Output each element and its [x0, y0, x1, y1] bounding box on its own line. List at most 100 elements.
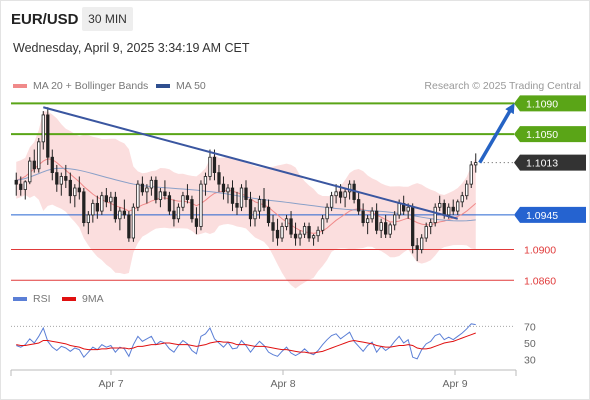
- candle-body: [140, 183, 145, 193]
- candle: [262, 188, 266, 212]
- candle-body: [302, 226, 307, 235]
- candle: [460, 191, 464, 208]
- candle-body: [32, 160, 36, 170]
- candle-body: [253, 210, 257, 220]
- candle: [316, 226, 320, 242]
- candle: [212, 149, 217, 181]
- candle-body: [356, 199, 361, 212]
- candle-body: [23, 181, 27, 190]
- candle-body: [59, 176, 63, 185]
- candle: [145, 184, 149, 204]
- level-label-1.0900: 1.0900: [524, 245, 556, 257]
- candle-body: [239, 187, 244, 208]
- candle: [302, 222, 307, 238]
- candle: [91, 199, 95, 223]
- candle: [95, 195, 99, 219]
- candle: [131, 203, 136, 242]
- candle: [248, 191, 253, 227]
- candle: [474, 153, 478, 173]
- candle: [388, 222, 392, 238]
- candle: [384, 214, 388, 238]
- legend-ma50-swatch: [156, 84, 170, 88]
- candle: [343, 188, 347, 208]
- candle: [266, 199, 271, 227]
- candle: [46, 107, 50, 165]
- candle-body: [212, 156, 217, 174]
- level-label-1.0860: 1.0860: [524, 275, 556, 287]
- candle-body: [217, 172, 221, 185]
- legend-rsi-ma-swatch: [62, 297, 76, 301]
- candle-body: [149, 179, 154, 189]
- candle-body: [311, 235, 316, 239]
- candle-body: [415, 245, 419, 250]
- legend-ma20-bollinger: MA 20 + Bollinger Bands: [13, 80, 148, 92]
- candle: [109, 191, 113, 212]
- candle: [379, 218, 383, 238]
- candle: [37, 138, 41, 173]
- candle-body: [73, 187, 77, 197]
- candle: [59, 172, 63, 196]
- candle-body: [460, 195, 464, 203]
- candle: [329, 191, 334, 212]
- candle-body: [361, 210, 365, 224]
- candle: [244, 180, 248, 208]
- candle: [167, 191, 172, 215]
- level-label-1.1090: 1.1090: [526, 98, 558, 110]
- timeframe-button[interactable]: 30 MIN: [82, 7, 133, 31]
- candle-body: [343, 191, 347, 198]
- candle: [55, 164, 59, 192]
- candle: [469, 161, 473, 188]
- candle: [271, 214, 275, 242]
- candle: [190, 195, 194, 223]
- candle: [68, 172, 72, 204]
- candle: [199, 180, 203, 231]
- legend-rsi: RSI: [13, 293, 51, 305]
- candle-body: [221, 183, 226, 193]
- candle: [375, 203, 379, 235]
- level-tag-1.1090: [514, 95, 586, 112]
- candle-body: [438, 202, 442, 208]
- candle-body: [109, 196, 113, 203]
- candle: [429, 218, 433, 235]
- candle-body: [118, 210, 122, 220]
- candle-body: [19, 183, 23, 190]
- x-tick-Apr 8: Apr 8: [270, 378, 295, 390]
- candle: [127, 211, 131, 242]
- candle-body: [203, 176, 208, 185]
- legend-rsi-swatch: [13, 297, 27, 301]
- candle-body: [334, 191, 338, 197]
- candle: [456, 199, 460, 215]
- candle-body: [77, 187, 81, 193]
- candle: [113, 191, 117, 223]
- candle-body: [82, 191, 86, 224]
- candle: [451, 199, 455, 215]
- candle: [194, 207, 199, 235]
- candle-body: [86, 214, 90, 224]
- candle: [32, 149, 36, 173]
- candle-body: [68, 179, 72, 197]
- candle-body: [226, 187, 230, 193]
- candle: [334, 184, 338, 204]
- level-label-1.1013: 1.1013: [526, 158, 558, 170]
- candle-body: [28, 160, 32, 183]
- candle: [433, 203, 437, 227]
- rsi-tick-30: 30: [524, 355, 536, 367]
- candle-body: [122, 210, 127, 216]
- candle: [149, 176, 154, 196]
- x-tick-Apr 9: Apr 9: [442, 378, 467, 390]
- candle-body: [271, 222, 275, 231]
- candle-body: [154, 179, 158, 200]
- candle: [411, 203, 415, 254]
- candle: [307, 222, 311, 242]
- candle-body: [41, 114, 45, 143]
- candle-body: [95, 202, 99, 212]
- candle-body: [176, 206, 181, 220]
- candle-body: [325, 206, 329, 220]
- candle-body: [131, 206, 136, 239]
- candle-body: [163, 191, 167, 197]
- candle-body: [158, 191, 163, 200]
- candle: [104, 188, 108, 208]
- candle-body: [469, 164, 473, 185]
- candle: [176, 203, 181, 223]
